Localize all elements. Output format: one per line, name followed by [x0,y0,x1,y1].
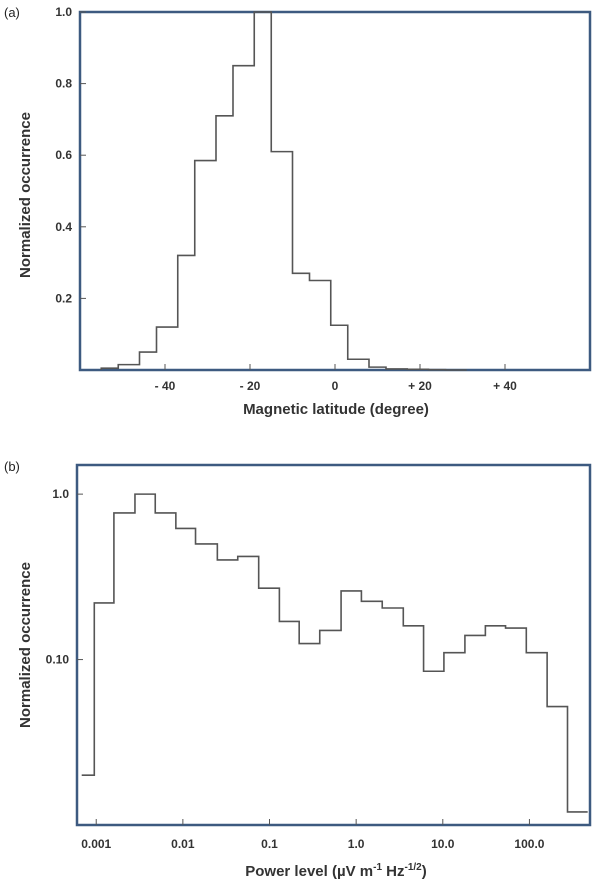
panel-a-x-ticks: - 40 - 20 0 + 20 + 40 [155,364,517,393]
x-tick-label: 0.01 [171,837,195,851]
x-tick-label: 0.1 [261,837,278,851]
panel-b-y-ticks: 1.0 0.10 [46,487,83,667]
x-tick-label: 100.0 [514,837,544,851]
y-tick-label: 0.10 [46,653,70,667]
y-tick-label: 0.8 [55,77,72,91]
panel-b-x-ticks: 0.001 0.01 0.1 1.0 10.0 100.0 [81,819,545,851]
x-tick-label: + 40 [493,379,517,393]
panel-b-frame [75,463,592,827]
x-tick-label: 0 [332,379,339,393]
x-tick-label: + 20 [408,379,432,393]
panel-a-y-axis-label: Normalized occurrence [17,112,34,278]
y-tick-label: 0.4 [55,220,72,234]
exp1: -1 [373,862,382,873]
x-axis-label-close: ) [422,863,427,880]
exp2: -1/2 [405,862,423,873]
y-tick-label: 0.6 [55,148,72,162]
panel-b: (b) 1.0 0.10 0.001 0.01 0.1 1.0 10.0 100.0 Pow… [4,459,592,880]
x-tick-label: 1.0 [348,837,365,851]
x-tick-label: - 40 [155,379,176,393]
panel-b-x-axis-label-text: Power level (µV m [245,863,373,880]
x-tick-label: 10.0 [431,837,455,851]
x-tick-label: - 20 [240,379,261,393]
panel-b-label: (b) [4,459,20,474]
panel-a-y-ticks: 0.2 0.4 0.6 0.8 1.0 [55,5,86,305]
y-tick-label: 1.0 [52,487,69,501]
panel-a-frame [78,10,592,372]
x-axis-label-hz: Hz [382,863,405,880]
panel-a-x-axis-label: Magnetic latitude (degree) [243,401,429,418]
y-tick-label: 0.2 [55,291,72,305]
panel-a-label: (a) [4,5,20,20]
panel-a-histogram-line [100,11,467,371]
panel-a: (a) 0.2 0.4 0.6 0.8 1.0 - 40 - 20 0 + 20 + 40 Ma… [4,5,592,418]
panel-b-x-axis-label: Power level (µV m-1 Hz-1/2) [245,862,427,880]
panel-b-y-axis-label: Normalized occurrence [17,562,34,728]
x-tick-label: 0.001 [81,837,111,851]
panel-b-histogram-line [81,493,588,813]
y-tick-label: 1.0 [55,5,72,19]
